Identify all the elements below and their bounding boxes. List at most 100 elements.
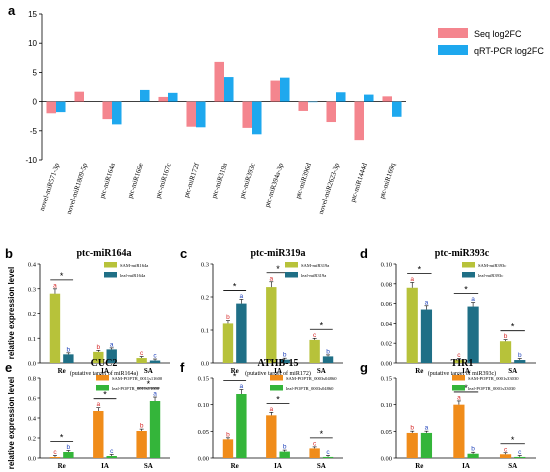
significance-letter-leaf: a — [240, 293, 244, 300]
y-tick-label: 5 — [33, 68, 38, 77]
significance-letter-sam: a — [96, 401, 100, 408]
x-category-label: IA — [101, 367, 109, 375]
x-category-label: Re — [231, 367, 239, 375]
legend-label-leaf: leaf-POPTR_0011s11600 — [112, 386, 160, 391]
bar-seq — [270, 80, 280, 102]
bar-leaf — [467, 453, 479, 458]
legend-swatch-leaf — [104, 272, 117, 278]
y-tick-label: 0.2 — [28, 436, 36, 443]
y-tick-label: 0.4 — [28, 262, 37, 269]
legend-swatch-sam — [104, 262, 117, 268]
bar-qrt — [168, 92, 178, 102]
y-tick-label: 0.10 — [381, 262, 392, 269]
significance-letter-sam: c — [313, 332, 317, 339]
legend-swatch-leaf — [452, 385, 465, 391]
significance-star: * — [320, 320, 324, 330]
significance-letter-sam: b — [410, 425, 414, 432]
bar-sam — [222, 323, 234, 363]
panel-d-mirna393c-chart: d ptc-miR393c0.000.020.040.060.080.10aa*R… — [360, 246, 536, 375]
significance-letter-leaf: b — [518, 352, 522, 359]
bar-qrt — [364, 94, 374, 102]
bar-sam — [136, 358, 147, 363]
bar-seq — [298, 101, 308, 111]
panel-letter-f: f — [180, 360, 185, 375]
significance-letter-leaf: a — [425, 299, 429, 306]
significance-letter-sam: b — [504, 333, 508, 340]
significance-star: * — [103, 390, 107, 400]
y-tick-label: 0.00 — [381, 456, 392, 463]
x-category-label: SA — [317, 367, 326, 375]
significance-star: * — [511, 322, 515, 332]
significance-star: * — [276, 264, 280, 274]
significance-star: * — [418, 264, 422, 274]
bar-sam — [222, 439, 234, 458]
bar-qrt — [140, 89, 150, 102]
legend-swatch-sam — [285, 262, 298, 268]
panel-letter-d: d — [360, 246, 368, 261]
significance-letter-leaf: c — [153, 353, 157, 360]
significance-letter-leaf: b — [471, 446, 475, 453]
panel-c-mirna319a-chart: c ptc-miR319a0.00.10.20.3ba*Reab*IAcb*SAS… — [180, 246, 343, 375]
x-category-label: ptc-miR319a — [210, 161, 229, 199]
bar-qrt — [280, 77, 290, 102]
x-category-label: IA — [462, 462, 470, 470]
bar-leaf — [106, 456, 117, 458]
panel-g-tir1-chart: g TIR1(putative target of miR393c) 0.00 0.0… — [360, 358, 536, 470]
bar-seq — [186, 101, 196, 127]
legend-label-leaf: leaf-POPTR_0001s33030 — [468, 386, 516, 391]
bar-leaf — [236, 394, 247, 458]
x-category-label: ptc-miR394a-3p — [263, 162, 285, 209]
bar-leaf — [236, 303, 247, 363]
significance-star: * — [511, 435, 515, 445]
y-tick-label: -10 — [25, 156, 37, 165]
significance-letter-leaf: b — [67, 444, 71, 451]
bar-seq — [74, 91, 84, 102]
significance-letter-leaf: c — [518, 449, 522, 456]
legend-swatch-leaf — [96, 385, 109, 391]
panel-letter-b: b — [5, 246, 13, 261]
bar-qrt — [308, 101, 318, 103]
significance-star: * — [320, 429, 324, 439]
x-category-label: novel-miR2623-3p — [317, 162, 341, 216]
legend-label-qrt: qRT-PCR log2FC — [474, 46, 544, 56]
y-tick-label: 10 — [28, 39, 37, 48]
bar-seq — [382, 96, 392, 102]
x-category-label: ptc-miR1444d — [349, 162, 369, 203]
panel-title: ptc-miR393c — [435, 248, 490, 259]
bar-qrt — [392, 101, 402, 117]
x-category-label: IA — [462, 367, 470, 375]
bar-seq — [214, 61, 224, 102]
bar-seq — [46, 101, 56, 114]
significance-star: * — [464, 285, 468, 295]
y-tick-label: 0.0 — [28, 456, 36, 463]
x-category-label: novel-miR571-3p — [38, 162, 61, 212]
y-tick-label: 0.0 — [28, 361, 36, 368]
y-tick-label: 0.10 — [381, 402, 392, 409]
legend-label-sam: SAM-miR164a — [120, 263, 148, 268]
bar-sam — [406, 432, 418, 458]
x-category-label: IA — [274, 367, 282, 375]
ylabel-row-1: relative expression level — [7, 267, 16, 360]
legend-swatch-sam — [96, 375, 109, 381]
bar-sam — [453, 360, 465, 363]
panel-a-expression-comparison-chart: a -10 -5 0 5 10 15 novel-miR571-3p novel-miR1809… — [8, 3, 544, 215]
y-tick-label: 0.05 — [381, 429, 392, 436]
bar-leaf — [149, 401, 161, 458]
bar-leaf — [514, 456, 526, 458]
bar-leaf — [514, 360, 526, 363]
significance-letter-sam: a — [53, 282, 57, 289]
bar-qrt — [252, 101, 262, 135]
significance-star: * — [60, 433, 64, 443]
x-category-label: Re — [415, 462, 423, 470]
significance-letter-leaf: c — [110, 448, 114, 455]
bar-sam — [93, 411, 104, 458]
legend-swatch-sam — [270, 375, 283, 381]
panel-letter-g: g — [360, 360, 368, 375]
x-category-label: ptc-miR166e — [126, 162, 145, 199]
significance-letter-leaf: b — [283, 444, 287, 451]
significance-letter-sam: a — [269, 275, 273, 282]
significance-letter-leaf: a — [471, 296, 475, 303]
x-category-label: ptc-miR172f — [182, 162, 201, 199]
x-category-label: SA — [317, 462, 326, 470]
